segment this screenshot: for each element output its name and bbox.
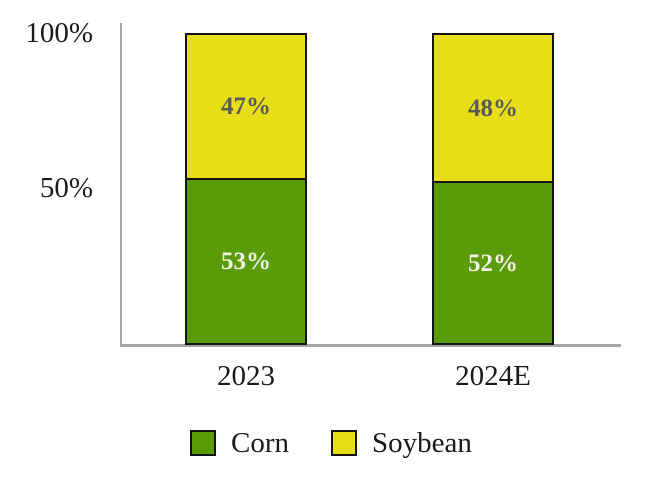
legend-item-soybean: Soybean xyxy=(331,428,472,458)
corn-swatch-icon xyxy=(190,430,216,456)
bar-2024e-corn-segment: 52% xyxy=(432,183,554,345)
x-axis-line xyxy=(120,344,621,347)
soybean-swatch-icon xyxy=(331,430,357,456)
corn-legend-label: Corn xyxy=(231,427,289,459)
legend-item-corn: Corn xyxy=(190,428,289,458)
bar-2023-corn-segment: 53% xyxy=(185,180,307,345)
y-axis-tick-label-50: 50% xyxy=(39,172,93,204)
bar-2024e-soybean-value-label: 48% xyxy=(468,94,518,122)
chart-legend: Corn Soybean xyxy=(190,428,472,458)
bar-2023-soybean-segment: 47% xyxy=(185,33,307,180)
soybean-legend-label: Soybean xyxy=(372,427,472,459)
y-axis-tick-label-100: 100% xyxy=(25,17,93,49)
bar-2024e-corn-value-label: 52% xyxy=(468,249,518,277)
bar-2023-corn-value-label: 53% xyxy=(221,248,271,275)
bar-2023-soybean-value-label: 47% xyxy=(221,93,271,120)
x-axis-category-label-2023: 2023 xyxy=(217,360,275,392)
x-axis-category-label-2024e: 2024E xyxy=(455,360,531,392)
bar-2024e-soybean-segment: 48% xyxy=(432,33,554,183)
y-axis-line xyxy=(120,23,122,347)
